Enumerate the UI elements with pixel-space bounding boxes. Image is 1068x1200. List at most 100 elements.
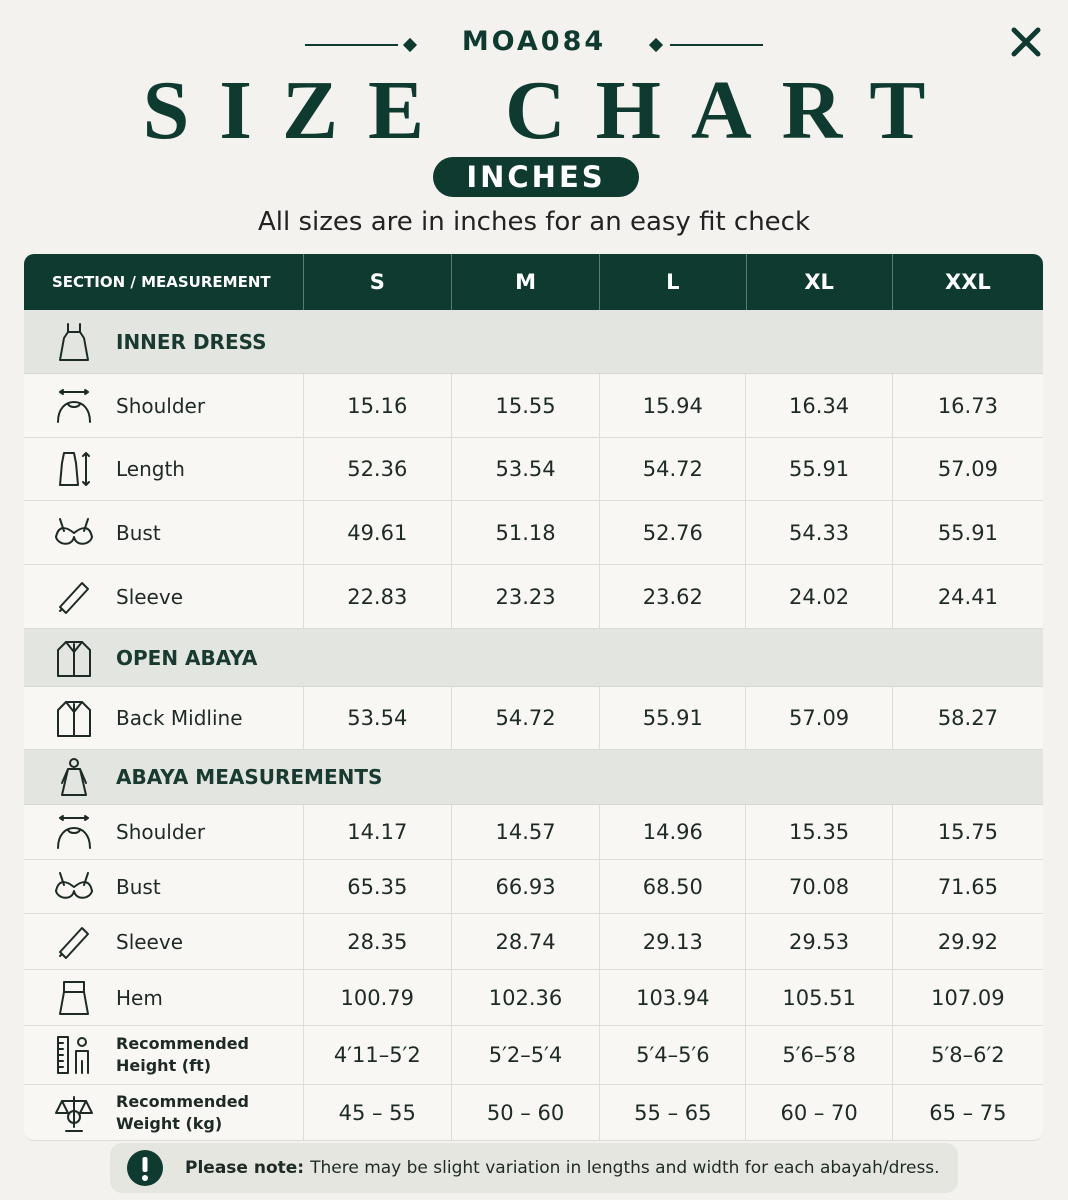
- cell: 68.50: [599, 860, 745, 913]
- cell: 24.41: [891, 565, 1043, 628]
- column-header: XXL: [891, 254, 1043, 310]
- shoulder-icon: [57, 815, 91, 849]
- unit-badge: INCHES: [433, 157, 639, 197]
- cell: 65 – 75: [891, 1085, 1043, 1140]
- row-label: Bust: [116, 874, 161, 899]
- cell: 5′4–5′6: [599, 1026, 745, 1084]
- coat-icon: [57, 640, 91, 677]
- table-row: Bust 49.61 51.18 52.76 54.33 55.91: [24, 501, 1043, 565]
- dress-icon: [59, 322, 89, 361]
- row-label-cell: Back Midline: [24, 687, 303, 749]
- table-row: Sleeve 28.35 28.74 29.13 29.53 29.92: [24, 914, 1043, 970]
- row-label: Shoulder: [116, 820, 206, 844]
- row-label: Bust: [116, 520, 161, 545]
- column-header: XL: [745, 254, 892, 310]
- cell: 5′6–5′8: [745, 1026, 891, 1084]
- cell: 60 – 70: [745, 1085, 891, 1140]
- row-label-cell: Bust: [24, 860, 303, 913]
- cell: 15.35: [745, 805, 891, 859]
- cell: 23.62: [599, 565, 745, 628]
- cell: 4′11–5′2: [302, 1026, 451, 1084]
- row-label: Hem: [116, 985, 163, 1010]
- cell: 54.72: [599, 438, 745, 500]
- cell: 52.36: [302, 438, 451, 500]
- cell: 55.91: [891, 501, 1043, 564]
- table-row: Recommended Weight (kg) 45 – 55 50 – 60 55 …: [24, 1085, 1043, 1141]
- section-title: ABAYA MEASUREMENTS: [116, 765, 383, 789]
- cell: 53.54: [302, 687, 451, 749]
- section-title: OPEN ABAYA: [116, 645, 258, 670]
- note-text: There may be slight variation in lengths…: [310, 1158, 940, 1178]
- cell: 70.08: [745, 860, 891, 913]
- row-label: Shoulder: [116, 393, 206, 418]
- row-label-cell: Sleeve: [24, 914, 303, 969]
- cell: 57.09: [745, 687, 891, 749]
- cell: 28.74: [450, 914, 599, 969]
- title: SIZE CHART: [142, 64, 956, 157]
- row-label: Sleeve: [116, 929, 184, 954]
- cell: 49.61: [302, 501, 451, 564]
- cell: 55.91: [745, 438, 891, 500]
- bust-icon: [55, 871, 93, 899]
- cell: 55.91: [599, 687, 745, 749]
- table-row: Recommended Height (ft) 4′11–5′2 5′2–5′4 5′…: [24, 1026, 1043, 1085]
- cell: 58.27: [891, 687, 1043, 749]
- size-table: SECTION / MEASUREMENT S M L XL XXL INNER DRESS…: [24, 254, 1043, 1141]
- cell: 71.65: [891, 860, 1043, 913]
- cell: 14.57: [450, 805, 599, 859]
- row-label: Back Midline: [116, 706, 243, 730]
- cell: 66.93: [450, 860, 599, 913]
- table-row: Shoulder 14.17 14.57 14.96 15.35 15.75: [24, 805, 1043, 860]
- note: Please note: There may be slight variati…: [110, 1143, 958, 1193]
- column-header: L: [599, 254, 745, 310]
- cell: 14.17: [302, 805, 451, 859]
- row-label: Recommended Weight (kg): [116, 1091, 249, 1133]
- close-button[interactable]: [1008, 24, 1044, 60]
- row-label: Length: [116, 457, 185, 481]
- row-label-cell: Length: [24, 438, 303, 500]
- cell: 55 – 65: [599, 1085, 745, 1140]
- cell: 5′2–5′4: [450, 1026, 599, 1084]
- cell: 105.51: [745, 970, 891, 1025]
- column-header: SECTION / MEASUREMENT: [52, 273, 271, 291]
- column-header: S: [302, 254, 451, 310]
- sleeve-icon: [59, 581, 89, 614]
- cell: 50 – 60: [450, 1085, 599, 1140]
- row-label: Sleeve: [116, 584, 184, 609]
- hem-icon: [59, 980, 89, 1015]
- note-label: Please note:: [185, 1158, 305, 1178]
- section-row: ABAYA MEASUREMENTS: [24, 750, 1043, 805]
- row-label-cell: Bust: [24, 501, 303, 564]
- product-code: MOA084: [461, 26, 607, 57]
- cell: 23.23: [450, 565, 599, 628]
- cell: 65.35: [302, 860, 451, 913]
- section-row: OPEN ABAYA: [24, 629, 1043, 687]
- row-label: Recommended Height (ft): [116, 1034, 249, 1075]
- table-row: Bust 65.35 66.93 68.50 70.08 71.65: [24, 860, 1043, 914]
- cell: 14.96: [599, 805, 745, 859]
- cell: 57.09: [891, 438, 1043, 500]
- sleeve-icon: [59, 926, 89, 959]
- section-row: INNER DRESS: [24, 310, 1043, 374]
- column-header: M: [450, 254, 599, 310]
- cell: 16.34: [745, 374, 891, 437]
- weight-icon: [55, 1095, 93, 1132]
- bust-icon: [55, 517, 93, 545]
- decor: [305, 37, 763, 53]
- cell: 29.92: [891, 914, 1043, 969]
- cell: 102.36: [450, 970, 599, 1025]
- cell: 15.16: [302, 374, 451, 437]
- row-label-cell: Hem: [24, 970, 303, 1025]
- cell: 51.18: [450, 501, 599, 564]
- cell: 15.75: [891, 805, 1043, 859]
- row-label-cell: Shoulder: [24, 805, 303, 859]
- section-title: INNER DRESS: [116, 329, 267, 354]
- table-row: Hem 100.79 102.36 103.94 105.51 107.09: [24, 970, 1043, 1026]
- cell: 103.94: [599, 970, 745, 1025]
- cell: 22.83: [302, 565, 451, 628]
- alert-icon: [127, 1150, 163, 1186]
- table-row: Sleeve 22.83 23.23 23.62 24.02 24.41: [24, 565, 1043, 629]
- cell: 16.73: [891, 374, 1043, 437]
- cell: 45 – 55: [302, 1085, 451, 1140]
